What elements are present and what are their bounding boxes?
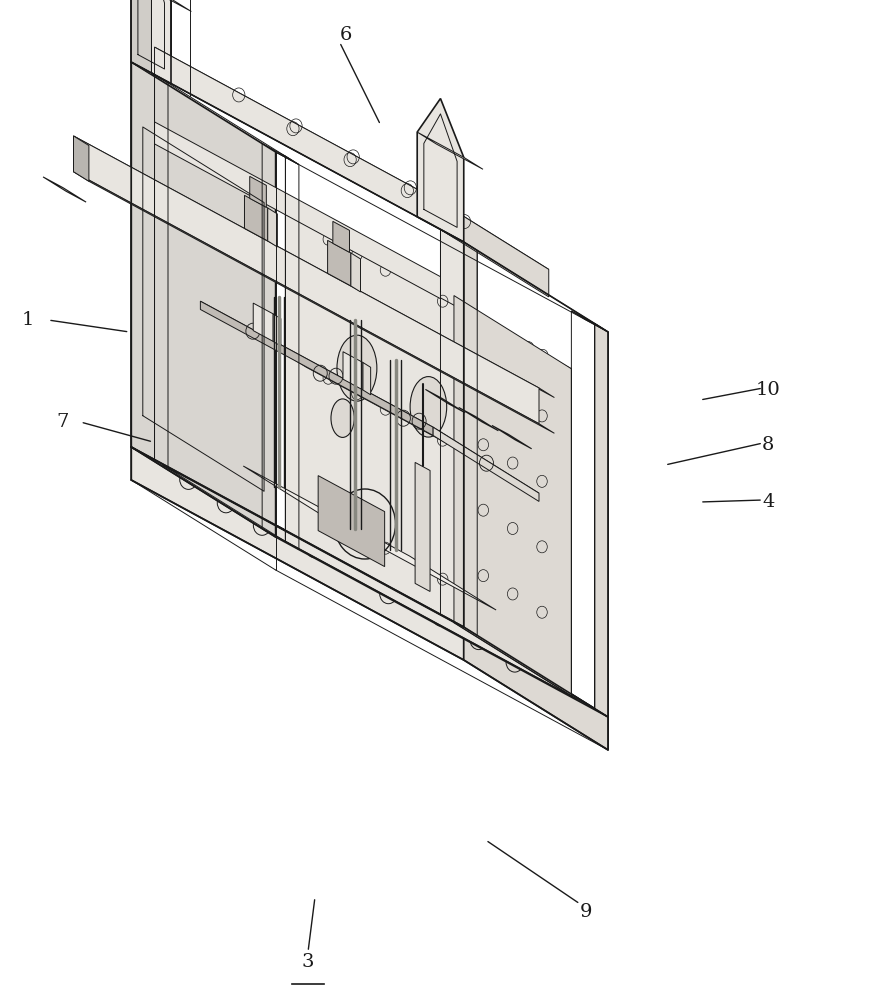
Polygon shape xyxy=(268,208,277,247)
Text: 6: 6 xyxy=(340,26,352,44)
Polygon shape xyxy=(318,476,385,567)
Polygon shape xyxy=(458,407,499,431)
Polygon shape xyxy=(131,62,168,83)
Polygon shape xyxy=(131,447,464,660)
Text: 7: 7 xyxy=(57,413,69,431)
Polygon shape xyxy=(131,0,192,11)
Polygon shape xyxy=(131,62,155,460)
Polygon shape xyxy=(332,221,349,252)
Polygon shape xyxy=(74,136,555,398)
Polygon shape xyxy=(440,229,464,627)
Polygon shape xyxy=(131,62,155,460)
Text: 10: 10 xyxy=(756,381,780,399)
Polygon shape xyxy=(417,132,483,169)
Polygon shape xyxy=(262,144,299,165)
Polygon shape xyxy=(74,136,89,181)
Polygon shape xyxy=(243,466,496,610)
Polygon shape xyxy=(155,47,440,229)
Polygon shape xyxy=(74,172,555,433)
Polygon shape xyxy=(327,240,351,286)
Polygon shape xyxy=(131,0,172,84)
Polygon shape xyxy=(464,242,477,635)
Polygon shape xyxy=(595,324,608,717)
Ellipse shape xyxy=(331,399,354,437)
Polygon shape xyxy=(244,195,268,241)
Ellipse shape xyxy=(337,335,377,401)
Polygon shape xyxy=(285,214,571,696)
Polygon shape xyxy=(571,311,608,332)
Polygon shape xyxy=(131,0,151,75)
Polygon shape xyxy=(454,296,571,696)
Polygon shape xyxy=(415,462,430,591)
Text: 3: 3 xyxy=(302,953,314,971)
Polygon shape xyxy=(76,138,550,395)
Text: 4: 4 xyxy=(762,493,774,511)
Polygon shape xyxy=(425,389,466,413)
Polygon shape xyxy=(141,164,164,422)
Polygon shape xyxy=(440,229,477,250)
Polygon shape xyxy=(433,427,539,501)
Polygon shape xyxy=(155,122,440,299)
Polygon shape xyxy=(273,314,281,346)
Text: 8: 8 xyxy=(762,436,774,454)
Polygon shape xyxy=(200,301,433,435)
Ellipse shape xyxy=(474,425,508,480)
Polygon shape xyxy=(155,47,549,269)
Polygon shape xyxy=(440,202,549,297)
Polygon shape xyxy=(74,136,539,424)
Polygon shape xyxy=(43,177,86,202)
Ellipse shape xyxy=(410,377,447,437)
Polygon shape xyxy=(253,303,273,341)
Polygon shape xyxy=(363,362,371,395)
Polygon shape xyxy=(200,301,539,493)
Polygon shape xyxy=(351,253,360,292)
Text: 9: 9 xyxy=(580,903,592,921)
Polygon shape xyxy=(249,176,266,207)
Text: 1: 1 xyxy=(22,311,34,329)
Polygon shape xyxy=(131,62,299,165)
Polygon shape xyxy=(492,425,532,449)
Polygon shape xyxy=(343,352,363,390)
Polygon shape xyxy=(464,627,608,750)
Polygon shape xyxy=(131,62,276,537)
Polygon shape xyxy=(131,447,608,717)
Polygon shape xyxy=(417,98,464,242)
